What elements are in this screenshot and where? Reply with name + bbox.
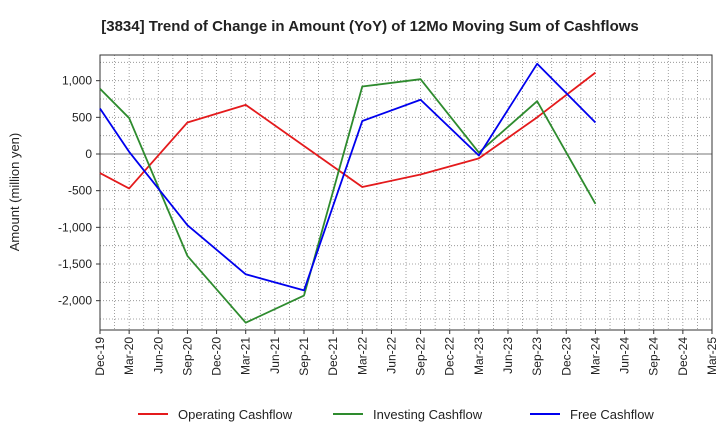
legend: Operating Cashflow Investing Cashflow Free… bbox=[138, 407, 654, 422]
x-tick-label: Mar-23 bbox=[472, 337, 486, 375]
series-layer bbox=[99, 62, 597, 324]
y-axis-label: Amount (million yen) bbox=[7, 133, 22, 252]
x-tick-label: Dec-23 bbox=[559, 337, 573, 376]
x-tick-label: Dec-20 bbox=[210, 337, 224, 376]
legend-label-free-cashflow: Free Cashflow bbox=[570, 407, 654, 422]
x-tick-label: Mar-20 bbox=[122, 337, 136, 375]
y-tick-label: -1,500 bbox=[58, 257, 92, 271]
y-tick-label: -2,000 bbox=[58, 294, 92, 308]
x-tick-label: Jun-22 bbox=[384, 337, 398, 374]
x-tick-label: Dec-21 bbox=[326, 337, 340, 376]
x-tick-label: Mar-25 bbox=[705, 337, 719, 375]
vertical-gridlines bbox=[114, 55, 698, 330]
x-tick-label: Jun-20 bbox=[151, 337, 165, 374]
x-tick-label: Mar-24 bbox=[588, 337, 602, 375]
x-tick-label: Sep-24 bbox=[647, 337, 661, 376]
plot-frame bbox=[99, 54, 713, 331]
y-tick-label: 500 bbox=[72, 110, 92, 124]
x-tick-label: Sep-22 bbox=[414, 337, 428, 376]
y-axis-ticks: 1,000 500 0 -500 -1,000 -1,500 -2,000 bbox=[58, 74, 100, 308]
legend-label-investing-cashflow: Investing Cashflow bbox=[373, 407, 483, 422]
free-cashflow-line bbox=[99, 62, 597, 292]
x-tick-label: Sep-23 bbox=[530, 337, 544, 376]
x-tick-label: Dec-19 bbox=[93, 337, 107, 376]
x-tick-label: Mar-22 bbox=[355, 337, 369, 375]
x-tick-label: Jun-23 bbox=[501, 337, 515, 374]
x-tick-label: Sep-21 bbox=[297, 337, 311, 376]
investing-cashflow-line bbox=[99, 78, 597, 324]
x-tick-label: Jun-24 bbox=[618, 337, 632, 374]
x-axis-ticks: Dec-19 Mar-20 Jun-20 Sep-20 Dec-20 Mar-21 Jun-… bbox=[93, 330, 719, 376]
x-tick-label: Dec-24 bbox=[676, 337, 690, 376]
y-tick-label: -1,000 bbox=[58, 220, 92, 234]
x-tick-label: Jun-21 bbox=[268, 337, 282, 374]
operating-cashflow-line bbox=[99, 71, 596, 190]
plot-area bbox=[100, 55, 712, 330]
x-tick-label: Sep-20 bbox=[180, 337, 194, 376]
x-tick-label: Dec-22 bbox=[443, 337, 457, 376]
x-tick-label: Mar-21 bbox=[239, 337, 253, 375]
chart-title: [3834] Trend of Change in Amount (YoY) o… bbox=[101, 18, 639, 35]
y-tick-label: -500 bbox=[68, 184, 92, 198]
y-tick-label: 0 bbox=[85, 147, 92, 161]
y-tick-label: 1,000 bbox=[62, 74, 92, 88]
legend-label-operating-cashflow: Operating Cashflow bbox=[178, 407, 293, 422]
